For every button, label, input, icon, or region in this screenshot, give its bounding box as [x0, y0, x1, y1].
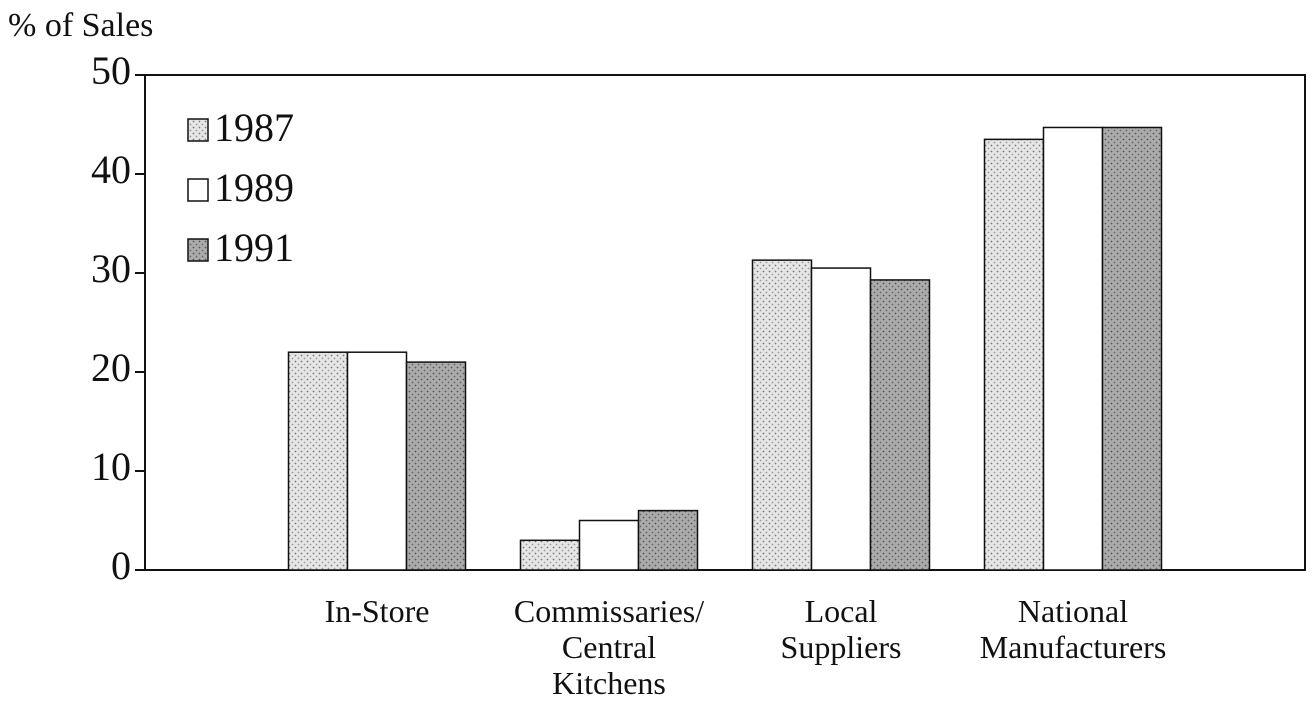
y-tick-label: 30: [91, 246, 131, 291]
y-tick-label: 40: [91, 147, 131, 192]
bar: [637, 509, 699, 571]
legend-label: 1991: [214, 225, 294, 270]
x-tick-label: Commissaries/Central Kitchens: [514, 593, 704, 701]
y-tick-label: 20: [91, 345, 131, 390]
bar: [287, 351, 349, 571]
legend-label: 1987: [214, 105, 294, 150]
bar: [810, 267, 872, 571]
x-tick-label: Local Suppliers: [781, 593, 902, 665]
plot-frame: [144, 74, 1306, 571]
y-tick-label: 0: [111, 543, 131, 588]
y-tick-label: 50: [91, 48, 131, 93]
x-tick-label: National Manufacturers: [980, 593, 1167, 665]
bar: [751, 259, 813, 571]
legend-swatch: [187, 238, 209, 262]
x-tick-label: In-Store: [325, 593, 430, 629]
bar: [519, 539, 581, 571]
legend-label: 1989: [214, 165, 294, 210]
bar: [1101, 126, 1163, 571]
bar: [869, 279, 931, 571]
bar: [405, 361, 467, 571]
y-axis-label: % of Sales: [8, 7, 153, 44]
bar: [346, 351, 408, 571]
legend-swatch: [187, 178, 209, 202]
y-tick-label: 10: [91, 444, 131, 489]
legend-swatch: [187, 118, 209, 142]
bar: [983, 138, 1045, 571]
bar: [578, 519, 640, 571]
bar: [1042, 126, 1104, 571]
